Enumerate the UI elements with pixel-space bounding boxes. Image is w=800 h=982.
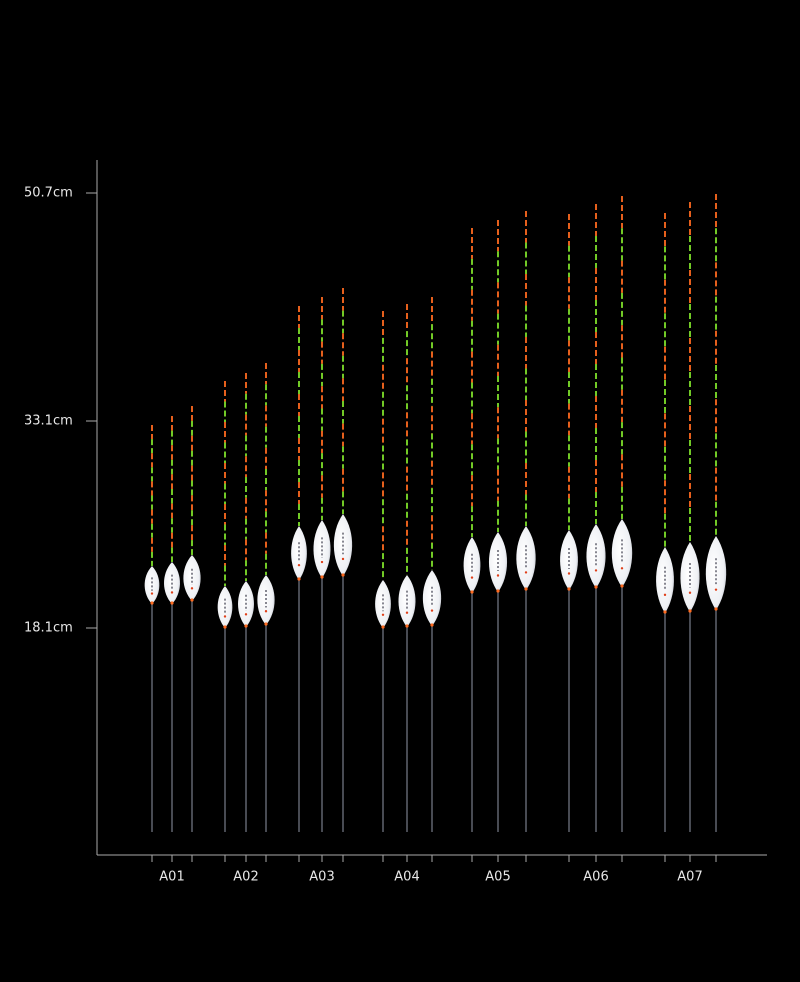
- float-body-base: [496, 589, 500, 593]
- float-body-base: [190, 598, 194, 602]
- float-body-base: [341, 573, 345, 577]
- axis-label: 18.1cm: [24, 621, 73, 636]
- float-body-dot: [264, 610, 268, 613]
- float-body-base: [594, 585, 598, 589]
- float-body: [422, 570, 442, 626]
- group-label: A07: [677, 870, 702, 885]
- float-body-base: [264, 622, 268, 626]
- float-body-base: [524, 587, 528, 591]
- group-label: A05: [485, 870, 510, 885]
- float-body-base: [430, 623, 434, 627]
- float-body-base: [170, 601, 174, 605]
- float-body-dot: [405, 611, 409, 614]
- float-body-base: [381, 625, 385, 629]
- float-body-dot: [430, 609, 434, 612]
- float-body-base: [620, 584, 624, 588]
- float-body-dot: [150, 592, 154, 595]
- float-body-dot: [297, 563, 301, 567]
- float-body-dot: [170, 591, 174, 594]
- float-body: [398, 575, 416, 627]
- group-label: A03: [309, 870, 334, 885]
- float-body-dot: [688, 591, 692, 594]
- group-label: A06: [583, 870, 608, 885]
- float-body-dot: [244, 613, 248, 616]
- float-body-dot: [567, 572, 571, 575]
- float-body-dot: [620, 567, 624, 570]
- float-body-base: [244, 624, 248, 628]
- float-body-dot: [381, 613, 385, 616]
- float-body-dot: [524, 571, 528, 574]
- float-body-dot: [470, 576, 474, 579]
- float-body-dot: [320, 560, 324, 564]
- float-body-base: [297, 577, 301, 581]
- float-body-dot: [663, 593, 667, 597]
- group-label: A01: [159, 870, 184, 885]
- float-body: [705, 536, 727, 610]
- float-body-base: [320, 575, 324, 579]
- float-body-dot: [341, 557, 345, 561]
- group-label: A04: [394, 870, 419, 885]
- float-body-base: [223, 625, 227, 629]
- float-body: [313, 520, 331, 578]
- float-body-dot: [190, 587, 194, 590]
- float-body: [291, 526, 307, 580]
- float-body-dot: [594, 569, 598, 572]
- float-body-dot: [496, 574, 500, 577]
- float-body-base: [405, 624, 409, 628]
- float-body-base: [663, 610, 667, 614]
- axis-label: 50.7cm: [24, 186, 73, 201]
- float-body-base: [567, 587, 571, 591]
- floats: [144, 194, 727, 832]
- float-body-dot: [714, 588, 718, 591]
- float-body-base: [714, 607, 718, 611]
- float-body-base: [470, 590, 474, 594]
- float-body-dot: [223, 615, 227, 618]
- float-body-base: [150, 601, 154, 605]
- float-body: [144, 566, 160, 604]
- float-body-base: [688, 609, 692, 613]
- float-body: [463, 537, 481, 593]
- axis-label: 33.1cm: [24, 414, 73, 429]
- group-label: A02: [233, 870, 258, 885]
